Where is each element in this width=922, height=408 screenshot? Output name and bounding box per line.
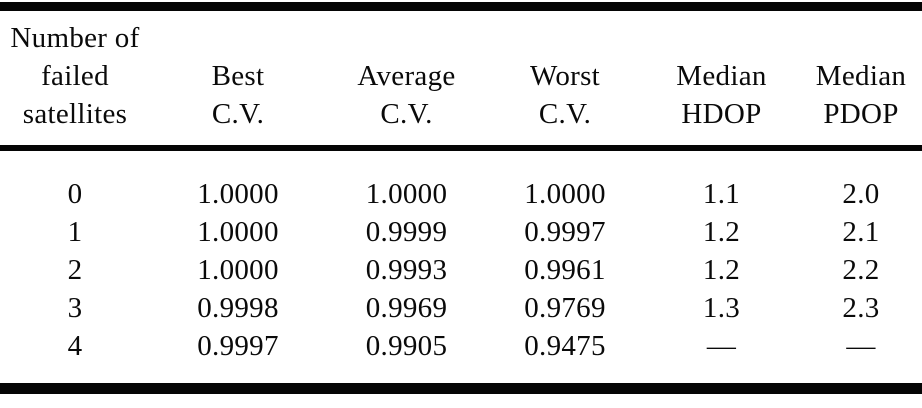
cell-num-failed: 1 xyxy=(67,215,83,248)
cell-median-hdop: — xyxy=(706,329,737,362)
header-line: PDOP xyxy=(823,97,899,130)
header-line: C.V. xyxy=(380,97,433,130)
header-line: Worst xyxy=(529,59,601,92)
cell-average-cv: 0.9969 xyxy=(365,291,448,324)
cell-average-cv: 0.9999 xyxy=(365,215,448,248)
table-row: 2 1.0000 0.9993 0.9961 1.2 2.2 xyxy=(0,251,922,289)
cell-median-pdop: 2.3 xyxy=(842,291,880,324)
header-line: failed xyxy=(41,59,109,92)
table-body: 0 1.0000 1.0000 1.0000 1.1 2.0 1 1.0000 … xyxy=(0,148,922,389)
header-line: satellites xyxy=(22,97,128,130)
header-line: Number of xyxy=(10,21,140,54)
cell-median-hdop: 1.2 xyxy=(702,215,741,248)
cell-median-pdop: 2.1 xyxy=(842,215,880,248)
header-line: HDOP xyxy=(681,97,762,130)
cell-median-hdop: 1.1 xyxy=(702,177,741,210)
table-row: 0 1.0000 1.0000 1.0000 1.1 2.0 xyxy=(0,148,922,213)
header-line: C.V. xyxy=(538,97,592,130)
cell-worst-cv: 0.9475 xyxy=(524,329,606,362)
col-header-average-cv: Average C.V. xyxy=(326,6,487,151)
cell-best-cv: 0.9998 xyxy=(197,291,279,324)
cell-num-failed: 0 xyxy=(67,177,83,210)
header-line: C.V. xyxy=(211,97,265,130)
cell-worst-cv: 0.9769 xyxy=(524,291,606,324)
cell-best-cv: 1.0000 xyxy=(197,253,279,286)
header-line: Median xyxy=(815,59,907,92)
header-line: Average xyxy=(357,59,456,92)
cell-median-pdop: 2.0 xyxy=(842,177,880,210)
col-header-num-failed-satellites: Number of failed satellites xyxy=(0,6,150,151)
cell-worst-cv: 1.0000 xyxy=(524,177,606,210)
failed-satellites-table: Number of failed satellites Best C.V. Av… xyxy=(0,2,922,394)
cell-average-cv: 1.0000 xyxy=(365,177,448,210)
table-row: 3 0.9998 0.9969 0.9769 1.3 2.3 xyxy=(0,289,922,327)
cell-num-failed: 3 xyxy=(67,291,83,324)
cell-best-cv: 1.0000 xyxy=(197,215,279,248)
cell-median-hdop: 1.2 xyxy=(702,253,741,286)
header-line: Median xyxy=(676,59,767,92)
cell-worst-cv: 0.9961 xyxy=(524,253,606,286)
cell-average-cv: 0.9993 xyxy=(365,253,448,286)
header-row: Number of failed satellites Best C.V. Av… xyxy=(0,6,922,151)
cell-median-pdop: — xyxy=(846,329,876,362)
table-row: 4 0.9997 0.9905 0.9475 — — xyxy=(0,327,922,389)
col-header-median-hdop: Median HDOP xyxy=(643,6,800,151)
cell-median-hdop: 1.3 xyxy=(702,291,741,324)
cell-worst-cv: 0.9997 xyxy=(524,215,606,248)
cell-average-cv: 0.9905 xyxy=(365,329,448,362)
table-header: Number of failed satellites Best C.V. Av… xyxy=(0,6,922,151)
cell-best-cv: 1.0000 xyxy=(197,177,279,210)
header-line: Best xyxy=(211,59,265,92)
col-header-median-pdop: Median PDOP xyxy=(800,6,922,151)
cell-num-failed: 4 xyxy=(67,329,83,362)
col-header-best-cv: Best C.V. xyxy=(150,6,326,151)
cell-best-cv: 0.9997 xyxy=(197,329,279,362)
cell-median-pdop: 2.2 xyxy=(842,253,880,286)
cell-num-failed: 2 xyxy=(67,253,83,286)
table-row: 1 1.0000 0.9999 0.9997 1.2 2.1 xyxy=(0,213,922,251)
col-header-worst-cv: Worst C.V. xyxy=(487,6,643,151)
